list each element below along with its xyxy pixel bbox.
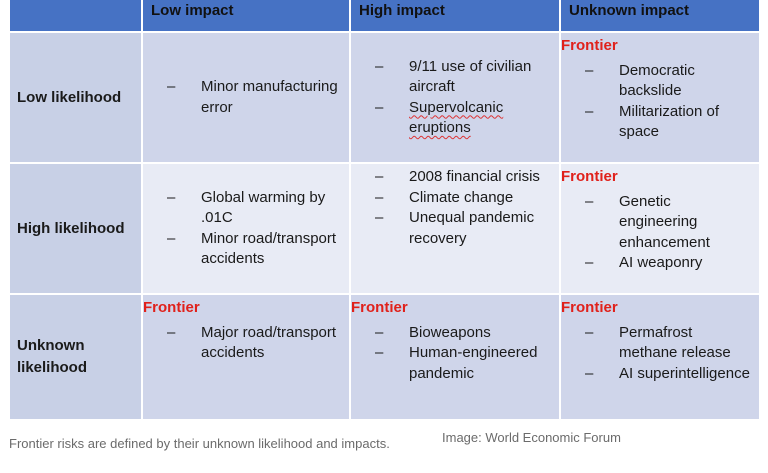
- cell-unknown-likelihood-high-impact: Frontier Bioweapons Human-engineered pan…: [351, 295, 561, 421]
- list-item-text: Supervolcanic eruptions: [409, 98, 504, 137]
- list-item: Bioweapons: [351, 323, 553, 344]
- list-item: Genetic engineering enhancement: [561, 192, 753, 254]
- list-item: Militarization of space: [561, 102, 753, 143]
- row-header-high-likelihood: High likelihood: [10, 164, 143, 295]
- list-item: Major road/transport accidents: [143, 323, 343, 364]
- risk-matrix-table: Low impact High impact Unknown impact Lo…: [10, 0, 761, 421]
- frontier-label: Frontier: [561, 299, 618, 316]
- frontier-label: Frontier: [351, 299, 408, 316]
- row-header-low-likelihood: Low likelihood: [10, 33, 143, 164]
- list-item: Permafrost methane release: [561, 323, 753, 364]
- cell-low-likelihood-low-impact: Minor manufacturing error: [143, 33, 351, 164]
- cell-unknown-likelihood-unknown-impact: Frontier Permafrost methane release AI s…: [561, 295, 761, 421]
- list-item: AI weaponry: [561, 253, 753, 274]
- list-item: Human-engineered pandemic: [351, 343, 553, 384]
- figure-caption: Frontier risks are defined by their unkn…: [9, 436, 390, 451]
- list-item: AI superintelligence: [561, 364, 753, 385]
- list-item: Supervolcanic eruptions: [351, 98, 553, 139]
- row-header-unknown-likelihood: Unknown likelihood: [10, 295, 143, 421]
- cell-low-likelihood-unknown-impact: Frontier Democratic backslide Militariza…: [561, 33, 761, 164]
- frontier-label: Frontier: [143, 299, 200, 316]
- frontier-label: Frontier: [561, 168, 618, 185]
- header-high-impact: High impact: [351, 0, 561, 33]
- cell-high-likelihood-unknown-impact: Frontier Genetic engineering enhancement…: [561, 164, 761, 295]
- cell-high-likelihood-high-impact: 2008 financial crisis Climate change Une…: [351, 164, 561, 295]
- header-corner: [10, 0, 143, 33]
- list-item: Minor manufacturing error: [143, 77, 343, 118]
- image-credit: Image: World Economic Forum: [442, 430, 621, 445]
- cell-low-likelihood-high-impact: 9/11 use of civilian aircraft Supervolca…: [351, 33, 561, 164]
- list-item: Global warming by .01C: [143, 188, 343, 229]
- list-item: 2008 financial crisis: [351, 167, 553, 188]
- cell-high-likelihood-low-impact: Global warming by .01C Minor road/transp…: [143, 164, 351, 295]
- list-item: Unequal pandemic recovery: [351, 208, 553, 249]
- list-item: Democratic backslide: [561, 61, 753, 102]
- list-item: 9/11 use of civilian aircraft: [351, 57, 553, 98]
- frontier-label: Frontier: [561, 37, 618, 54]
- cell-unknown-likelihood-low-impact: Frontier Major road/transport accidents: [143, 295, 351, 421]
- header-low-impact: Low impact: [143, 0, 351, 33]
- list-item: Climate change: [351, 188, 553, 209]
- list-item: Minor road/transport accidents: [143, 229, 343, 270]
- header-unknown-impact: Unknown impact: [561, 0, 761, 33]
